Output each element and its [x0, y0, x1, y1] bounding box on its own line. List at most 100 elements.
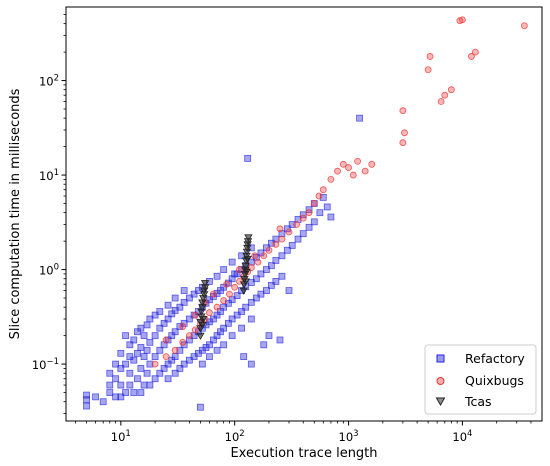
data-point	[401, 129, 408, 137]
data-point	[168, 332, 176, 340]
x-tick-label: 104	[452, 429, 472, 444]
data-point	[226, 290, 233, 298]
y-axis-label: Slice computation time in milliseconds	[8, 88, 23, 339]
data-point	[294, 235, 302, 243]
data-point	[191, 311, 199, 319]
data-point	[162, 353, 170, 361]
data-point	[327, 213, 335, 221]
data-point	[238, 308, 245, 315]
data-point	[241, 278, 250, 286]
data-point	[160, 341, 168, 349]
x-tick-label: 101	[111, 429, 131, 444]
data-point	[468, 53, 475, 60]
data-point	[117, 349, 125, 357]
data-point	[272, 277, 280, 285]
data-point	[185, 315, 193, 323]
data-point	[126, 341, 134, 349]
data-point	[197, 403, 204, 411]
y-tick-label: 101	[39, 168, 59, 183]
data-point	[83, 391, 90, 399]
data-point	[130, 336, 138, 344]
data-point	[206, 341, 213, 349]
data-point	[327, 175, 335, 183]
data-point	[126, 369, 134, 377]
data-point	[278, 272, 286, 280]
data-point	[162, 336, 170, 344]
data-point	[265, 246, 273, 254]
data-point	[180, 360, 188, 368]
data-point	[164, 360, 172, 368]
data-point	[315, 192, 323, 200]
data-point	[199, 316, 208, 324]
data-point	[299, 230, 307, 238]
data-point	[252, 253, 260, 261]
data-point	[260, 252, 268, 260]
data-point	[305, 223, 313, 231]
data-point	[164, 315, 172, 323]
data-point	[191, 326, 199, 334]
data-point	[140, 381, 148, 389]
data-point	[151, 375, 159, 383]
data-point	[171, 346, 179, 354]
legend-square-icon	[436, 354, 445, 363]
data-point	[242, 268, 251, 276]
data-point	[122, 332, 129, 340]
data-point	[83, 396, 90, 404]
data-point	[156, 308, 164, 315]
y-tick-label: 10−1	[32, 357, 59, 372]
data-point	[146, 338, 154, 346]
data-point	[220, 266, 228, 273]
data-point	[213, 272, 221, 280]
data-point	[156, 324, 164, 332]
data-point	[294, 215, 302, 223]
data-point	[228, 315, 236, 323]
data-point	[263, 244, 270, 252]
data-point	[140, 332, 148, 340]
data-point	[247, 279, 255, 286]
data-point	[164, 301, 172, 309]
data-point	[198, 321, 207, 330]
data-point	[368, 160, 376, 168]
data-point	[334, 167, 341, 175]
data-point	[171, 353, 179, 361]
data-point	[349, 171, 357, 179]
data-point	[179, 323, 187, 330]
data-point	[228, 296, 236, 304]
data-point	[220, 324, 228, 332]
data-point	[278, 235, 286, 243]
data-point	[164, 336, 172, 344]
data-point	[209, 315, 217, 323]
legend-label-quixbugs: Quixbugs	[465, 373, 524, 388]
data-point	[247, 315, 255, 323]
data-point	[244, 234, 253, 242]
data-point	[278, 252, 286, 260]
data-point	[220, 297, 228, 304]
data-point	[180, 298, 188, 306]
data-point	[263, 266, 270, 273]
data-point	[399, 107, 407, 115]
data-point	[283, 246, 291, 254]
legend: Refactory Quixbugs Tcas	[424, 344, 537, 415]
data-point	[160, 365, 168, 372]
data-point	[310, 218, 318, 226]
data-point	[134, 349, 141, 357]
data-point	[459, 16, 466, 24]
series-refactory	[83, 114, 363, 411]
data-point	[276, 225, 284, 233]
data-point	[265, 332, 273, 340]
data-point	[240, 353, 248, 361]
data-point	[146, 381, 154, 389]
data-point	[180, 319, 188, 327]
data-point	[299, 214, 307, 222]
data-point	[151, 332, 159, 340]
data-point	[228, 275, 236, 283]
data-point	[146, 360, 154, 368]
data-point	[134, 328, 141, 336]
y-tick-label: 100	[39, 263, 59, 278]
data-point	[224, 279, 232, 287]
data-point	[267, 262, 275, 270]
data-point	[185, 332, 193, 340]
data-point	[126, 381, 134, 389]
data-point	[345, 164, 352, 171]
